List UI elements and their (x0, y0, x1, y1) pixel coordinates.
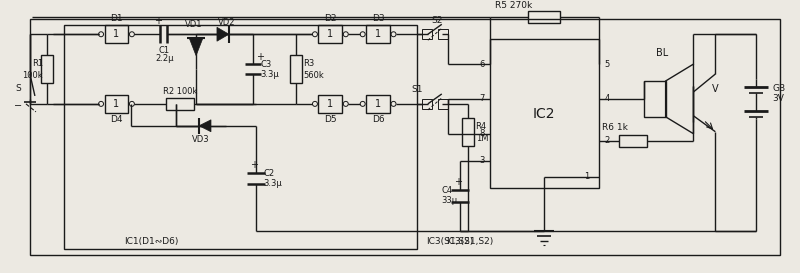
Bar (528, 11, 560, 23)
Polygon shape (199, 120, 211, 132)
Text: 1: 1 (327, 29, 334, 39)
Bar (166, 98, 194, 110)
Bar (490, 39, 599, 188)
Text: D2: D2 (324, 14, 337, 23)
Text: 1M: 1M (476, 134, 488, 143)
Text: +: + (256, 52, 264, 62)
Bar (422, 29, 432, 39)
Text: C2: C2 (264, 169, 275, 178)
Text: R3: R3 (303, 59, 314, 68)
Text: 2: 2 (604, 136, 610, 145)
Text: C1: C1 (158, 46, 170, 55)
Bar (105, 25, 129, 43)
Text: R5 270k: R5 270k (494, 1, 532, 10)
Bar (30, 19, 780, 255)
Bar (366, 25, 390, 43)
Text: VD1: VD1 (186, 20, 203, 29)
Text: GB: GB (772, 84, 785, 93)
Text: R1: R1 (32, 59, 43, 68)
Text: IC3(S1,S2): IC3(S1,S2) (446, 237, 494, 246)
Text: 2.2μ: 2.2μ (155, 54, 174, 63)
Text: S2: S2 (431, 16, 442, 25)
Text: C3: C3 (261, 60, 272, 69)
Text: 4: 4 (604, 94, 610, 103)
Text: 5: 5 (604, 60, 610, 69)
Bar (41, 55, 53, 83)
Text: BL: BL (655, 48, 668, 58)
Bar (462, 118, 474, 146)
Text: 1: 1 (114, 99, 119, 109)
Text: D4: D4 (110, 115, 122, 124)
Text: 1: 1 (375, 99, 381, 109)
Text: 3.3μ: 3.3μ (264, 179, 282, 188)
Text: +: + (454, 177, 462, 187)
Bar (422, 99, 432, 109)
Text: S: S (15, 84, 21, 93)
Polygon shape (189, 38, 203, 56)
Text: 1: 1 (375, 29, 381, 39)
Text: V: V (712, 84, 718, 94)
Text: −: − (14, 101, 22, 111)
Text: D6: D6 (372, 115, 385, 124)
Bar (318, 95, 342, 113)
Text: VD3: VD3 (192, 135, 210, 144)
Bar (438, 99, 448, 109)
Text: R6 1k: R6 1k (602, 123, 628, 132)
Bar (644, 81, 666, 117)
Bar (290, 55, 302, 83)
Text: D1: D1 (110, 14, 122, 23)
Text: +: + (154, 16, 162, 26)
Bar (438, 29, 448, 39)
Text: 3V: 3V (772, 94, 784, 103)
Text: 1: 1 (114, 29, 119, 39)
Text: 8: 8 (479, 129, 484, 138)
Text: VD2: VD2 (218, 18, 236, 27)
Text: 3: 3 (479, 156, 484, 165)
Bar (105, 95, 129, 113)
Text: R2 100k: R2 100k (163, 87, 198, 96)
Text: IC1(D1∾D6): IC1(D1∾D6) (124, 237, 178, 246)
Polygon shape (217, 27, 229, 41)
Text: D3: D3 (372, 14, 385, 23)
Text: 1: 1 (584, 172, 590, 181)
Text: 100k: 100k (22, 70, 43, 79)
Text: 33μ: 33μ (442, 196, 458, 205)
Text: S1: S1 (411, 85, 422, 94)
Text: 3.3μ: 3.3μ (261, 70, 279, 79)
Text: IC2: IC2 (533, 107, 555, 121)
Text: D5: D5 (324, 115, 337, 124)
Text: 6: 6 (479, 60, 484, 69)
Bar (619, 135, 646, 147)
Text: +: + (250, 159, 258, 170)
Text: IC3(S1,S2): IC3(S1,S2) (426, 237, 474, 246)
Bar (64, 25, 417, 249)
Text: 560k: 560k (303, 70, 324, 79)
Text: R4: R4 (476, 122, 486, 131)
Bar (366, 95, 390, 113)
Text: 1: 1 (327, 99, 334, 109)
Text: 7: 7 (479, 94, 484, 103)
Bar (318, 25, 342, 43)
Text: C4: C4 (442, 186, 453, 195)
